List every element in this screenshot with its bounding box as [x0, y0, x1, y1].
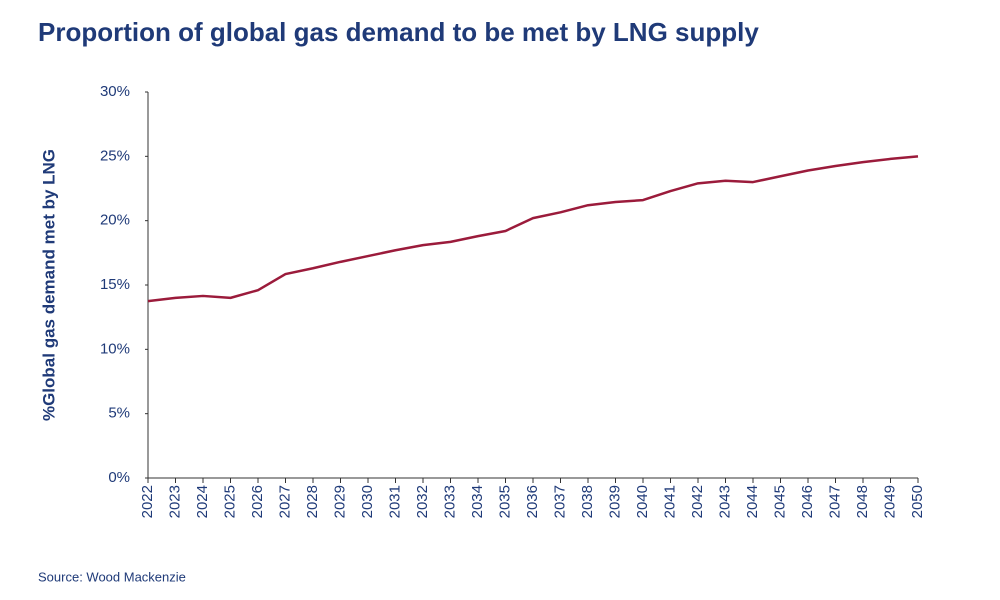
x-tick-label: 2022 — [139, 485, 156, 518]
x-tick-label: 2038 — [579, 485, 596, 518]
x-tick-label: 2049 — [881, 485, 898, 518]
x-tick-label: 2024 — [194, 485, 211, 518]
x-tick-label: 2032 — [414, 485, 431, 518]
x-tick-label: 2029 — [331, 485, 348, 518]
x-tick-label: 2048 — [854, 485, 871, 518]
x-tick-label: 2050 — [909, 485, 926, 518]
y-tick-label: 25% — [100, 147, 130, 164]
y-axis-label: %Global gas demand met by LNG — [39, 149, 58, 421]
x-tick-label: 2042 — [689, 485, 706, 518]
x-tick-label: 2047 — [826, 485, 843, 518]
x-tick-label: 2031 — [386, 485, 403, 518]
y-tick-label: 20% — [100, 212, 130, 229]
x-tick-label: 2028 — [304, 485, 321, 518]
x-tick-label: 2043 — [716, 485, 733, 518]
y-tick-label: 30% — [100, 83, 130, 100]
source: Source: Wood Mackenzie — [38, 569, 186, 584]
y-tick-label: 0% — [108, 469, 130, 486]
x-tick-label: 2034 — [469, 485, 486, 518]
x-tick-label: 2027 — [276, 485, 293, 518]
x-tick-label: 2030 — [359, 485, 376, 518]
x-tick-label: 2044 — [744, 485, 761, 518]
y-tick-label: 5% — [108, 405, 130, 422]
chart-title: Proportion of global gas demand to be me… — [38, 17, 759, 47]
y-tick-label: 15% — [100, 276, 130, 293]
x-tick-label: 2037 — [551, 485, 568, 518]
x-tick-label: 2025 — [221, 485, 238, 518]
x-tick-label: 2035 — [496, 485, 513, 518]
y-tick-label: 10% — [100, 340, 130, 357]
x-tick-label: 2026 — [249, 485, 266, 518]
x-tick-label: 2041 — [661, 485, 678, 518]
x-tick-label: 2036 — [524, 485, 541, 518]
x-tick-label: 2039 — [606, 485, 623, 518]
x-tick-label: 2040 — [634, 485, 651, 518]
x-tick-label: 2045 — [771, 485, 788, 518]
x-tick-label: 2046 — [799, 485, 816, 518]
x-tick-label: 2033 — [441, 485, 458, 518]
x-tick-label: 2023 — [166, 485, 183, 518]
line-series — [147, 155, 919, 303]
